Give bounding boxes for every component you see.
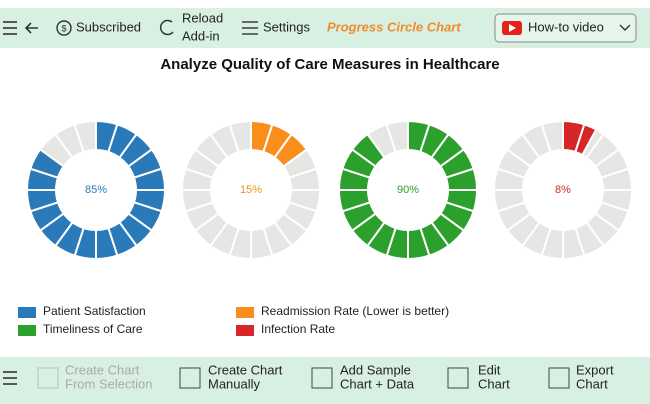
value-label: 90% [397,184,419,196]
progress [25,119,167,261]
progress-segment [273,132,309,168]
value-label: 85% [85,184,107,196]
progress-circle: 85% [25,119,167,261]
back-icon[interactable] [24,22,38,34]
edit-icon [447,367,469,389]
progress-segment [29,148,66,179]
reload[interactable]: Reload [182,10,223,25]
subscribed-icon [56,20,72,36]
legend-label: Infection Rate [261,322,335,336]
progress-segment [350,132,386,168]
menu-icon[interactable] [3,371,17,385]
progress-segment [574,123,598,157]
selection-icon [37,367,59,389]
progress [337,119,479,261]
bottom-toolbar [0,357,650,404]
legend-label: Timeliness of Care [43,322,143,336]
legend-label: Readmission Rate (Lower is better) [261,304,449,318]
create-manually[interactable]: Create Chart [208,362,283,377]
dollar: $ [61,23,66,33]
value-label: 8% [555,184,571,196]
add-sample[interactable]: Chart + Data [340,376,415,391]
menu-icon[interactable] [3,21,17,35]
legend-swatch [236,307,254,318]
progress-circle: 8% [492,119,634,261]
progress [562,119,598,157]
edit-chart[interactable]: Edit [478,362,501,377]
subscribed[interactable]: Subscribed [76,19,141,34]
create-manually[interactable]: Manually [208,376,261,391]
chart-name: Progress Circle Chart [327,19,461,34]
play-icon [509,24,516,32]
manual-icon [179,367,201,389]
legend-label: Patient Satisfaction [43,304,146,318]
chart: 85% Patient Satisfaction 15% Readmission Ra… [18,119,634,336]
legend-swatch [18,307,36,318]
export-chart[interactable]: Chart [576,376,608,391]
dropdown-icon [619,24,631,31]
legend-swatch [236,325,254,336]
settings[interactable]: Settings [263,19,310,34]
progress-circle: 15% [180,119,322,261]
reload-icon [159,19,174,36]
export-chart[interactable]: Export [576,362,614,377]
legend-swatch [18,325,36,336]
settings-icon [242,21,258,35]
add-sample[interactable]: Add Sample [340,362,411,377]
video-label[interactable]: How-to video [528,19,604,34]
value-label: 15% [240,184,262,196]
progress [250,119,309,168]
create-from-selection: From Selection [65,376,152,391]
sample-icon [311,367,333,389]
create-from-selection: Create Chart [65,362,140,377]
chart-title: Analyze Quality of Care Measures in Heal… [160,56,499,73]
video-button[interactable] [494,13,637,43]
edit-chart[interactable]: Chart [478,376,510,391]
progress-circle: 90% [337,119,479,261]
export-icon [548,367,570,389]
reload[interactable]: Add-in [182,28,220,43]
